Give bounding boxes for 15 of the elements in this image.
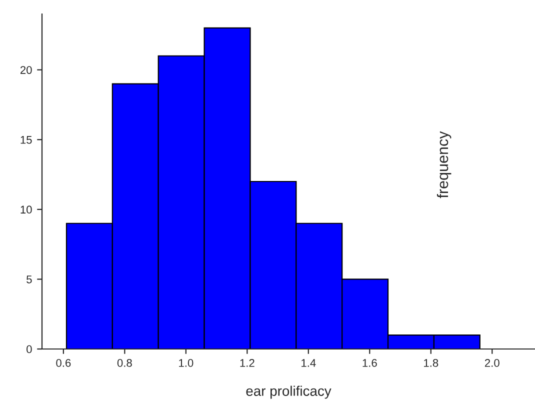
x-tick-label: 0.8 — [117, 359, 132, 367]
y-tick-label: 0 — [26, 345, 32, 354]
y-axis-title: frequency — [436, 131, 452, 198]
x-tick-label: 1.8 — [424, 359, 438, 367]
x-tick-label: 1.0 — [179, 359, 194, 367]
y-tick-label: 10 — [20, 206, 32, 214]
y-tick-label: 5 — [26, 276, 32, 284]
x-tick-label: 0.6 — [56, 359, 71, 367]
y-tick-label: 15 — [20, 136, 32, 144]
x-tick-label: 1.4 — [302, 359, 316, 367]
x-tick-label: 2.0 — [484, 359, 500, 367]
x-tick-label: 1.2 — [240, 359, 254, 367]
x-tick-label: 1.6 — [362, 359, 377, 367]
y-tick-label: 20 — [20, 66, 32, 74]
x-axis-title: ear prolificacy — [246, 386, 332, 399]
